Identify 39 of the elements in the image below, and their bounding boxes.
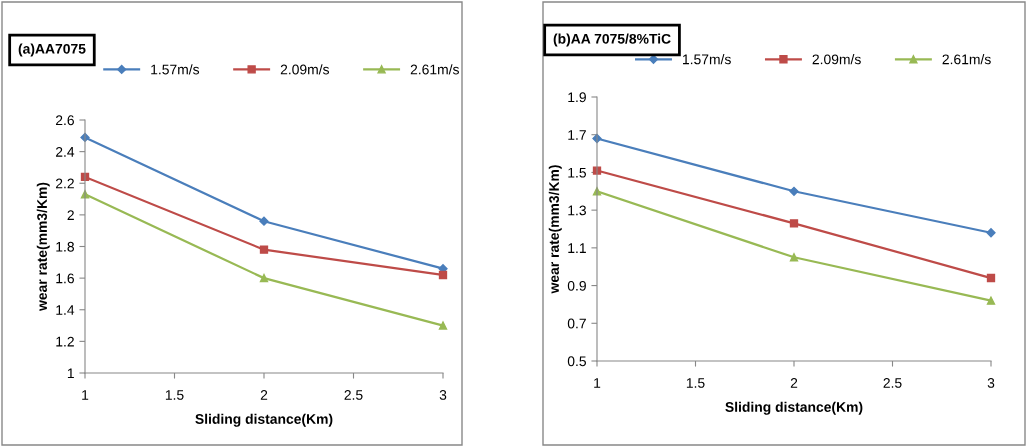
chart-title: (b)AA 7075/8%TiC: [553, 33, 671, 47]
y-tick-label: 1.5: [568, 167, 586, 178]
x-tick-label: 3: [439, 390, 447, 400]
legend-label: 2.61m/s: [410, 64, 459, 75]
chart-title: (a)AA7075: [18, 43, 86, 57]
y-tick-label: 2.4: [55, 146, 75, 157]
legend-label: 1.57m/s: [151, 64, 200, 75]
x-axis-title: Sliding distance(Km): [195, 413, 333, 427]
y-tick-label: 0.7: [567, 318, 586, 329]
x-tick-label: 2.5: [344, 390, 363, 400]
y-axis-title: wear rate(mm3/Km): [548, 165, 562, 294]
y-tick-label: 1.2: [56, 336, 74, 347]
legend-label: 2.09m/s: [280, 64, 330, 75]
x-tick-label: 2.5: [883, 378, 902, 388]
x-tick-label: 2: [260, 390, 268, 400]
y-tick-label: 1.1: [568, 243, 586, 253]
x-axis-title: Sliding distance(Km): [725, 401, 863, 415]
x-tick-label: 2: [790, 378, 798, 388]
legend-label: 2.61m/s: [942, 54, 991, 65]
y-tick-label: 2.2: [55, 178, 74, 189]
y-tick-label: 1.8: [56, 241, 74, 252]
y-tick-label: 2.6: [55, 115, 74, 126]
y-tick-label: 1.9: [568, 92, 586, 103]
legend-label: 2.09m/s: [812, 54, 861, 65]
y-tick-label: 2: [67, 210, 74, 220]
x-tick-label: 1.5: [165, 390, 184, 400]
y-tick-label: 1.3: [568, 205, 586, 216]
legend-label: 1.57m/s: [683, 54, 731, 65]
y-tick-label: 1.6: [56, 273, 74, 284]
y-tick-label: 1.7: [568, 130, 586, 140]
y-tick-label: 0.9: [567, 280, 586, 291]
y-tick-label: 0.5: [567, 356, 586, 367]
x-tick-label: 1.5: [686, 378, 705, 388]
y-tick-label: 1.4: [56, 305, 75, 315]
y-axis-title: wear rate(mm3/Km): [36, 182, 50, 311]
y-tick-label: 1: [67, 368, 74, 379]
x-tick-label: 3: [987, 378, 995, 388]
x-tick-label: 1: [594, 378, 601, 388]
x-tick-label: 1: [82, 390, 89, 400]
